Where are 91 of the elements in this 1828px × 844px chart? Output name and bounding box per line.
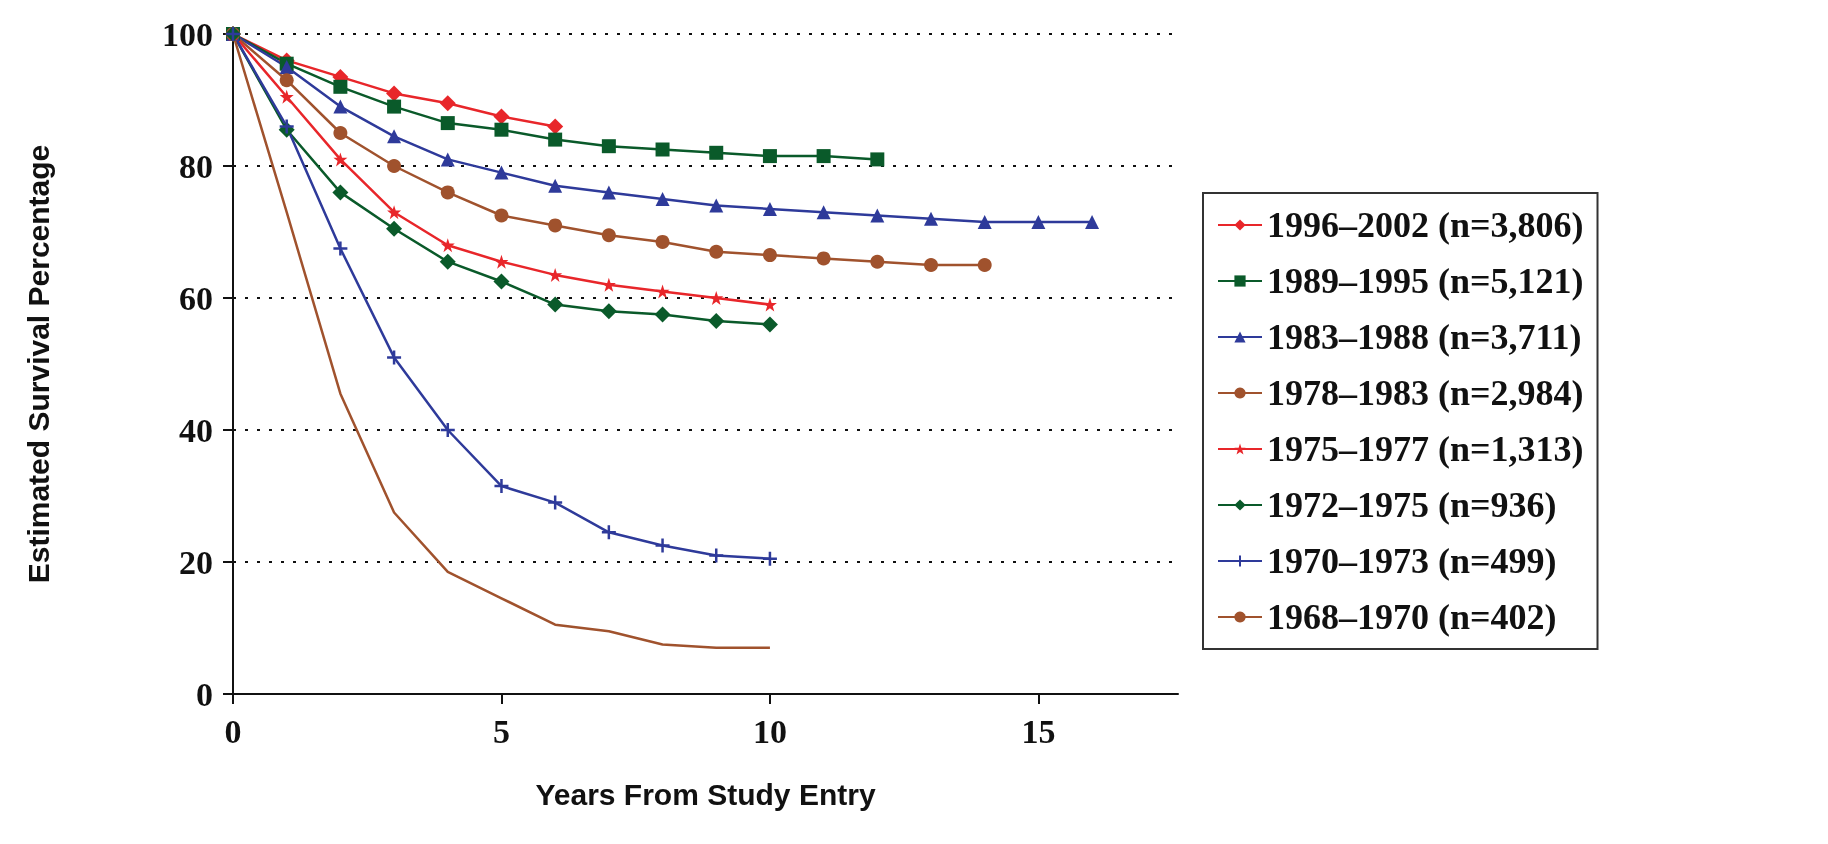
point (707, 547, 725, 564)
point (494, 254, 509, 269)
y-tick-label: 0 (196, 675, 213, 713)
point (761, 550, 779, 567)
point (385, 349, 403, 366)
point (762, 149, 777, 164)
point (1031, 215, 1046, 230)
point (493, 477, 510, 495)
point (709, 198, 724, 213)
x-tick-label: 5 (492, 712, 510, 750)
legend-label: 1970–1973 (n=499) (1267, 541, 1557, 581)
point (548, 267, 563, 282)
legend-label: 1978–1983 (n=2,984) (1267, 373, 1584, 413)
x-tick-label: 15 (1021, 712, 1056, 750)
point (548, 178, 563, 193)
point (601, 185, 616, 200)
point (1085, 215, 1100, 230)
point (440, 185, 455, 200)
point (708, 313, 725, 330)
point (709, 244, 724, 259)
y-axis-title: Estimated Survival Percentage (21, 144, 55, 584)
point (332, 240, 349, 257)
point (601, 228, 616, 243)
point (655, 284, 670, 299)
point (493, 273, 510, 290)
point (332, 184, 349, 201)
point (761, 316, 778, 333)
point (654, 306, 671, 323)
point (548, 132, 563, 147)
point (439, 253, 456, 270)
point (870, 254, 885, 269)
point (600, 524, 618, 541)
point (333, 126, 348, 140)
point (333, 99, 348, 114)
y-tick-label: 60 (179, 279, 213, 317)
point (816, 149, 831, 164)
point (709, 145, 724, 160)
point (600, 303, 617, 320)
point (977, 258, 992, 272)
point (439, 95, 456, 112)
legend-label: 1968–1970 (n=402) (1267, 597, 1557, 637)
point (816, 251, 831, 266)
point (387, 99, 402, 114)
y-tick-label: 100 (162, 15, 213, 53)
x-tick-label: 10 (752, 712, 787, 750)
point (924, 258, 939, 272)
point (439, 421, 457, 439)
legend-label: 1975–1977 (n=1,313) (1267, 429, 1584, 469)
point (279, 60, 294, 74)
point (333, 79, 348, 94)
point (601, 139, 616, 154)
point (547, 118, 564, 135)
point (387, 129, 402, 144)
point (386, 220, 403, 237)
y-tick-label: 80 (179, 147, 213, 185)
point (494, 165, 509, 180)
point (494, 208, 509, 223)
point (387, 159, 402, 173)
point (440, 152, 455, 167)
x-axis-title: Years From Study Entry (535, 777, 876, 811)
point (816, 205, 831, 220)
point (387, 205, 402, 220)
point (870, 208, 885, 223)
point (547, 296, 564, 313)
point (494, 122, 509, 137)
point (493, 108, 510, 125)
point (440, 238, 455, 253)
point (546, 494, 564, 511)
point (279, 73, 294, 88)
point (279, 89, 294, 104)
point (870, 152, 885, 167)
point (655, 192, 670, 206)
point (924, 211, 939, 226)
point (762, 201, 777, 216)
x-tick-label: 0 (224, 712, 242, 750)
point (548, 218, 563, 233)
legend-label: 1996–2002 (n=3,806) (1267, 205, 1584, 245)
y-tick-label: 40 (179, 411, 213, 449)
legend-label: 1989–1995 (n=5,121) (1267, 261, 1584, 301)
point (386, 85, 403, 102)
point (977, 215, 992, 230)
legend-label: 1983–1988 (n=3,711) (1267, 317, 1582, 357)
point (655, 142, 670, 157)
y-tick-label: 20 (179, 543, 213, 581)
point (440, 116, 455, 131)
point (762, 248, 777, 263)
point (709, 291, 724, 305)
point (654, 537, 671, 554)
legend-label: 1972–1975 (n=936) (1267, 485, 1557, 525)
point (333, 152, 348, 167)
point (655, 234, 670, 249)
